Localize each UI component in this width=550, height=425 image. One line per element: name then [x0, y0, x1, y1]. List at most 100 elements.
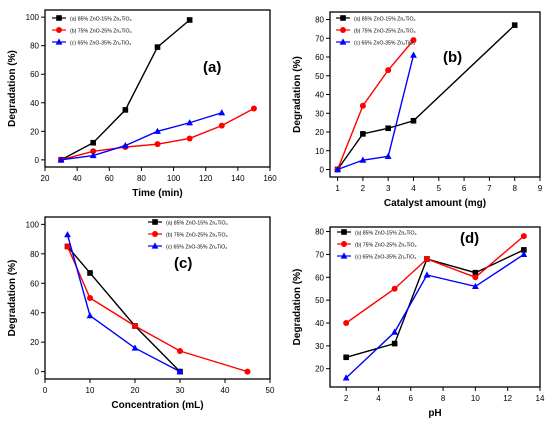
data-point	[177, 348, 183, 355]
series-line	[336, 39, 415, 170]
data-point	[342, 374, 350, 381]
data-point	[244, 368, 251, 375]
y-tick-label: 80	[30, 250, 39, 259]
data-point	[154, 127, 161, 134]
y-tick-label: 60	[30, 279, 39, 288]
y-axis-title: Degradation (%)	[292, 269, 303, 346]
legend-marker	[339, 38, 347, 45]
data-point	[89, 151, 97, 159]
y-tick-label: 60	[315, 273, 324, 282]
legend-label: (b) 75% ZnO-25% Zn₂TiO₄	[354, 29, 416, 35]
y-tick-label: 30	[315, 342, 324, 351]
data-point	[391, 328, 399, 335]
plot-frame	[329, 226, 541, 388]
legend-marker	[55, 38, 63, 45]
y-axis-title: Degradation (%)	[292, 56, 303, 133]
data-point	[218, 122, 225, 129]
data-point	[154, 141, 161, 148]
panel-label: (a)	[203, 59, 221, 76]
data-point	[391, 340, 398, 347]
legend-marker	[56, 27, 62, 33]
panel-c: 0 10 20 30 40 50 0 20 40 60 80 100 Concentration (mL…	[7, 216, 275, 411]
x-tick-label: 100	[167, 174, 181, 183]
y-tick-label: 0	[320, 166, 325, 175]
y-tick-label: 60	[30, 70, 39, 79]
legend-marker	[56, 15, 62, 21]
data-point	[521, 247, 527, 253]
y-tick-label: 30	[315, 109, 324, 118]
legend-label: (c) 65% ZnO-35% Zn₂TiO₄	[166, 245, 227, 251]
data-point	[334, 165, 341, 173]
plot-frame	[44, 9, 271, 168]
data-point	[218, 109, 226, 116]
data-point	[472, 274, 479, 281]
legend-label: (c) 65% ZnO-35% Zn₂TiO₄	[354, 41, 415, 47]
x-axis-title: pH	[428, 408, 441, 419]
x-tick-label: 9	[538, 184, 543, 193]
x-tick-label: 40	[221, 386, 230, 395]
y-tick-label: 20	[315, 365, 324, 374]
data-point	[410, 37, 417, 44]
data-point	[343, 354, 349, 361]
data-point	[90, 139, 97, 146]
x-tick-label: 1	[335, 184, 340, 193]
data-point	[186, 17, 193, 23]
data-point	[132, 322, 138, 329]
data-point	[343, 320, 350, 326]
data-point	[176, 368, 184, 375]
y-tick-label: 60	[315, 53, 324, 62]
x-tick-label: 60	[105, 174, 114, 183]
y-tick-label: 50	[315, 296, 324, 305]
legend-label: (a) 85% ZnO-15% Zn₂TiO₄	[355, 231, 417, 237]
data-point	[471, 282, 479, 290]
y-tick-label: 80	[315, 16, 324, 25]
y-tick-label: 40	[30, 99, 39, 108]
data-point	[410, 51, 417, 58]
data-point	[154, 44, 161, 50]
legend-label: (b) 75% ZnO-25% Zn₂TiO₄	[166, 233, 228, 239]
legend: (a) 85% ZnO-15% Zn₂TiO₄ (b) 75% ZnO-25% Z…	[337, 229, 417, 261]
x-tick-label: 2	[344, 394, 349, 403]
series-line	[60, 112, 222, 161]
y-axis-title: Degradation (%)	[7, 50, 18, 127]
legend-marker	[152, 219, 158, 225]
x-axis-title: Time (min)	[132, 188, 182, 199]
y-tick-label: 100	[26, 220, 40, 229]
x-tick-label: 6	[409, 394, 414, 403]
x-tick-label: 3	[386, 184, 391, 193]
y-tick-label: 40	[30, 309, 39, 318]
data-point	[391, 285, 398, 292]
legend: (a) 85% ZnO-15% Zn₂TiO₄ (b) 75% ZnO-25% Z…	[148, 219, 228, 251]
x-tick-label: 160	[263, 174, 277, 183]
data-point	[87, 295, 93, 301]
data-point	[423, 256, 430, 262]
y-tick-label: 40	[315, 91, 324, 100]
y-tick-label: 20	[30, 127, 39, 136]
data-point	[87, 270, 93, 276]
y-tick-label: 50	[315, 72, 324, 81]
data-point	[122, 107, 129, 113]
legend-label: (b) 75% ZnO-25% Zn₂TiO₄	[355, 243, 417, 249]
data-point	[520, 250, 528, 258]
x-tick-label: 4	[376, 394, 381, 403]
x-tick-label: 20	[131, 386, 140, 395]
x-tick-label: 5	[437, 184, 442, 193]
series-line	[66, 234, 181, 373]
x-tick-label: 7	[487, 184, 492, 193]
y-tick-label: 10	[315, 147, 324, 156]
data-point	[131, 344, 139, 351]
x-tick-label: 140	[231, 174, 245, 183]
panel-label: (d)	[460, 230, 479, 247]
data-point	[359, 102, 366, 109]
y-tick-label: 0	[35, 368, 40, 377]
data-point	[384, 152, 392, 159]
x-tick-label: 50	[266, 386, 275, 395]
legend-label: (c) 65% ZnO-35% Zn₂TiO₄	[70, 41, 131, 47]
x-tick-label: 10	[471, 394, 480, 403]
legend-marker	[151, 242, 159, 249]
legend-label: (a) 85% ZnO-15% Zn₂TiO₄	[354, 17, 416, 23]
x-tick-label: 12	[503, 394, 512, 403]
x-tick-label: 14	[536, 394, 545, 403]
